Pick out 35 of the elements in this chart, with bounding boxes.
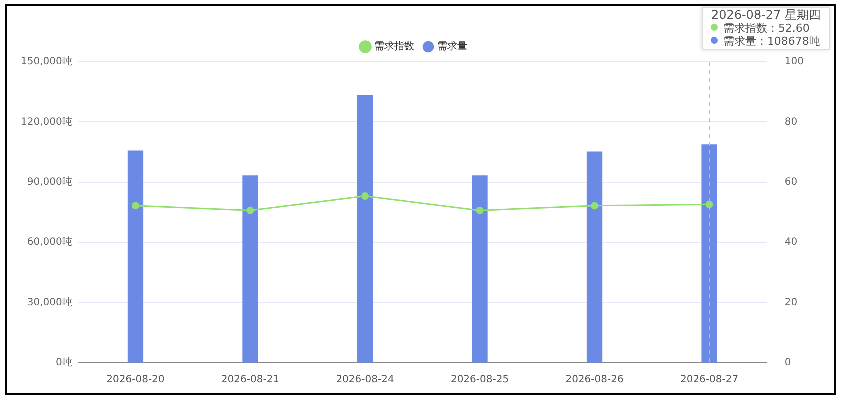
bar	[242, 176, 258, 363]
bar	[357, 95, 374, 363]
y2-tick-label: 40	[784, 237, 798, 248]
point	[132, 202, 140, 210]
y-tick-label: 150,000吨	[20, 56, 72, 68]
point	[706, 200, 714, 208]
y-tick-label: 30,000吨	[27, 296, 72, 308]
y2-tick-label: 0	[784, 358, 792, 369]
y2-tick-label: 20	[784, 297, 798, 308]
x-tick-label: 2026-08-25	[450, 374, 510, 386]
y-tick-label: 60,000吨	[27, 236, 72, 248]
x-tick-label: 2026-08-27	[680, 374, 739, 386]
y-tick-label: 90,000吨	[27, 176, 72, 188]
text: 2026-08-27 星期四	[711, 8, 821, 22]
y2-tick-label: 60	[784, 176, 798, 188]
x-tick-label: 2026-08-21	[221, 374, 280, 386]
y2-tick-label: 100	[784, 56, 804, 68]
y-tick-label: 120,000吨	[20, 116, 72, 128]
point	[246, 206, 254, 214]
bar	[128, 150, 144, 363]
point	[476, 206, 484, 214]
bar	[702, 144, 718, 363]
y2-tick-label: 80	[784, 116, 798, 128]
x-tick-label: 2026-08-20	[106, 374, 165, 386]
y-tick-label: 0吨	[56, 356, 72, 369]
legend-label: 需求指数	[374, 40, 414, 53]
x-tick-label: 2026-08-26	[566, 374, 624, 386]
point	[362, 192, 370, 200]
point	[591, 202, 599, 210]
text: 需求指数：52.60	[723, 22, 810, 35]
bar	[472, 176, 488, 363]
text: 需求量：108678吨	[723, 35, 820, 48]
legend-label: 需求量	[438, 40, 468, 53]
x-tick-label: 2026-08-24	[336, 374, 394, 386]
bar	[586, 152, 603, 363]
